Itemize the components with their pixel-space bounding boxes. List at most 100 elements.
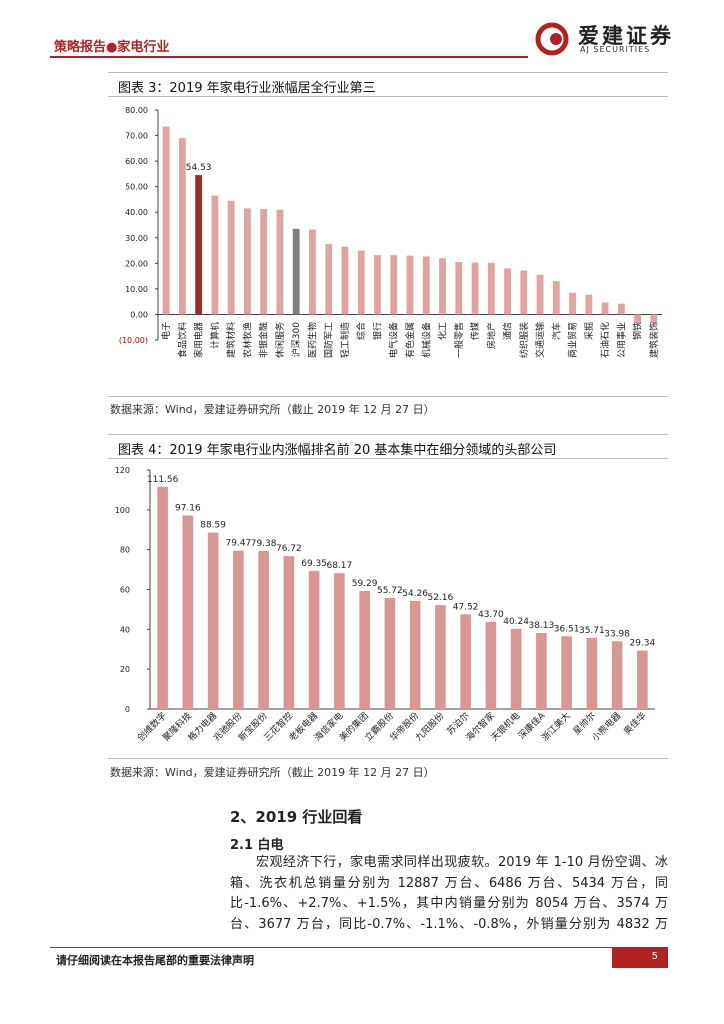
bar	[422, 256, 430, 315]
data-label: 38.13	[528, 621, 554, 631]
data-label: 79.38	[251, 539, 277, 549]
x-tick-label: 休闲服务	[274, 322, 286, 358]
x-tick-label: 钢铁	[632, 322, 644, 340]
y-tick-label: 10.00	[125, 285, 148, 294]
x-tick-label: 家用电器	[193, 322, 205, 358]
bar	[520, 270, 528, 315]
y-tick-label: 100	[115, 506, 130, 515]
brand-en: AJ SECURITIES	[580, 45, 651, 54]
bar	[157, 486, 168, 709]
paragraph: 宏观经济下行，家电需求同样出现疲软。2019 年 1-10 月份空调、冰箱、洗衣…	[230, 855, 668, 932]
x-tick-label: 农林牧渔	[241, 322, 253, 358]
caption-rule	[108, 72, 668, 73]
x-tick-label: 电气设备	[388, 322, 400, 358]
x-tick-label: 通信	[502, 322, 514, 340]
bar	[207, 532, 219, 709]
bar	[325, 244, 333, 315]
bar	[601, 302, 609, 315]
data-label: 55.72	[377, 586, 403, 596]
bar	[406, 255, 414, 315]
data-label: 52.16	[427, 593, 453, 603]
y-tick-label: 60	[120, 586, 130, 595]
x-tick-label: 交通运输	[534, 322, 546, 358]
bar	[637, 650, 648, 709]
y-tick-label: 60.00	[125, 157, 148, 166]
y-tick-label: 40	[120, 625, 130, 634]
figure-caption: 图表 4：2019 年家电行业内涨幅排名前 20 基本集中在细分领域的头部公司	[118, 443, 557, 458]
x-tick-label: 纺织服装	[518, 322, 530, 358]
caption-rule	[108, 434, 668, 435]
y-tick-label: 70.00	[125, 132, 148, 141]
bar	[309, 229, 316, 315]
bar	[308, 570, 320, 709]
x-tick-label: 轻工制造	[339, 322, 351, 358]
bar	[359, 590, 370, 709]
bar	[439, 258, 446, 315]
data-label: 40.24	[503, 617, 529, 627]
y-tick-label: 80.00	[125, 106, 148, 115]
chart-rule	[108, 396, 668, 397]
data-label: 54.26	[402, 589, 428, 599]
y-tick-label: 40.00	[125, 208, 148, 217]
bar	[162, 126, 170, 315]
bar	[569, 292, 576, 315]
bar	[292, 228, 300, 315]
x-tick-label: 传媒	[469, 322, 481, 340]
bar	[260, 208, 268, 315]
x-tick-label: 银行	[371, 322, 383, 340]
source-note: 数据来源：Wind，爱建证券研究所（截止 2019 年 12 月 27 日）	[110, 766, 435, 779]
bar	[182, 515, 194, 709]
x-tick-label: 综合	[355, 322, 367, 340]
y-tick-label: 20	[120, 665, 130, 674]
data-label: 33.98	[604, 629, 630, 639]
section-title: 2、2019 行业回看	[230, 808, 363, 826]
x-tick-label: 化工	[437, 322, 449, 340]
report-header: 策略报告●家电行业	[54, 40, 170, 55]
data-label: 59.29	[352, 579, 378, 589]
brand: 爱建证券	[578, 24, 674, 48]
bar	[341, 246, 349, 315]
data-label: 111.56	[147, 475, 179, 485]
bar	[384, 598, 396, 709]
bar	[258, 550, 269, 709]
bar	[510, 628, 522, 709]
x-tick-label: 食品饮料	[176, 322, 188, 358]
bar	[617, 303, 625, 315]
bar	[460, 614, 471, 709]
data-label: 54.53	[186, 163, 212, 173]
bar	[552, 281, 560, 315]
bar	[536, 274, 544, 315]
logo-icon	[535, 22, 569, 56]
bar	[435, 605, 446, 709]
footer-rule	[50, 947, 668, 948]
bar	[244, 208, 251, 315]
x-tick-label: 建筑装饰	[648, 322, 660, 358]
bar	[409, 600, 421, 709]
bar	[357, 250, 365, 315]
x-tick-label: 公用事业	[615, 322, 627, 358]
y-tick-label: 120	[115, 466, 130, 475]
x-tick-label: 汽车	[550, 322, 562, 340]
bar	[390, 255, 398, 315]
bar	[504, 268, 511, 315]
bar	[455, 262, 463, 315]
chart-rule	[108, 758, 668, 759]
caption-rule	[108, 458, 668, 459]
y-tick-label: 20.00	[125, 259, 148, 268]
y-tick-label: (10.00)	[119, 336, 148, 345]
bar	[561, 636, 572, 709]
bar	[283, 556, 295, 709]
x-tick-label: 计算机	[209, 322, 221, 349]
x-tick-label: 沪深300	[290, 322, 302, 357]
data-label: 88.59	[200, 521, 226, 531]
caption-rule	[108, 96, 668, 97]
bar	[227, 200, 235, 315]
y-tick-label: 0.00	[130, 310, 148, 319]
bar	[586, 637, 598, 709]
x-tick-label: 商业贸易	[567, 322, 579, 358]
x-tick-label: 奥佳华	[621, 710, 649, 738]
bar	[211, 195, 219, 315]
section-subtitle: 2.1 白电	[230, 838, 284, 853]
